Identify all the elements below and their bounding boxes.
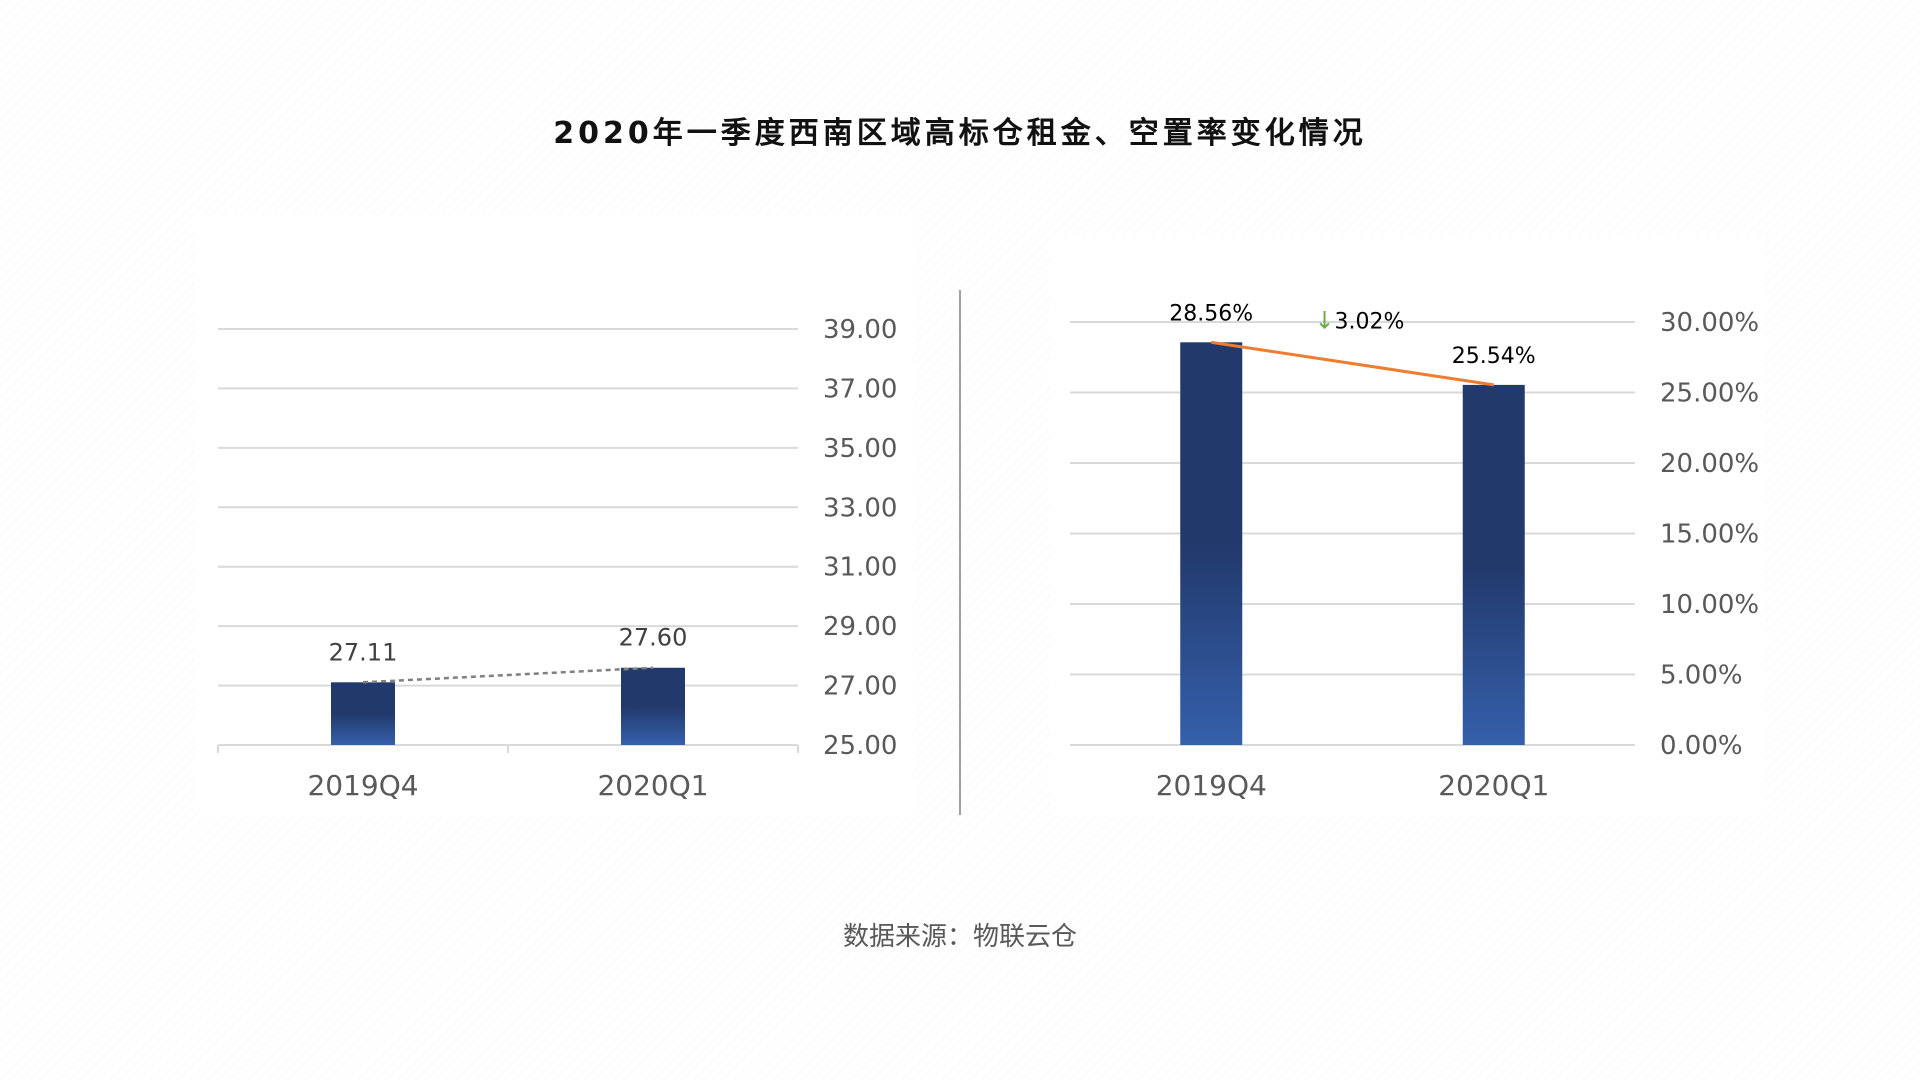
x-category-label: 2019Q4 [307, 769, 418, 802]
data-label: 28.56% [1169, 301, 1253, 326]
x-category-label: 2019Q4 [1156, 769, 1267, 802]
chart-title: 2020年一季度西南区域高标仓租金、空置率变化情况 [553, 116, 1367, 151]
y-tick-label: 30.00% [1660, 308, 1759, 338]
y-tick-label: 5.00% [1660, 661, 1743, 691]
bar-2020Q1 [1462, 384, 1525, 745]
y-tick-label: 39.00 [823, 315, 897, 345]
y-tick-label: 25.00 [823, 731, 897, 761]
y-tick-label: 31.00 [823, 553, 897, 583]
x-category-label: 2020Q1 [1438, 769, 1549, 802]
rent-chart: 25.00 27.00 29.00 31.00 33.00 35.00 37.00 39.00… [217, 315, 897, 802]
y-tick-label: 27.00 [823, 672, 897, 702]
change-label: 3.02% [1335, 309, 1405, 334]
y-tick-label: 20.00% [1660, 449, 1759, 479]
rent-chart-background [195, 215, 915, 815]
data-label: 27.60 [619, 624, 688, 652]
y-tick-label: 33.00 [823, 493, 897, 523]
trend-line [1211, 340, 1494, 387]
down-arrow-icon: ↓ [1315, 306, 1335, 334]
y-tick-label: 29.00 [823, 612, 897, 642]
bar-2019Q4 [331, 682, 395, 745]
y-tick-label: 25.00% [1660, 379, 1759, 409]
vacancy-chart-background [1050, 235, 1765, 815]
y-tick-label: 37.00 [823, 374, 897, 404]
data-source-note: 数据来源：物联云仓 [842, 922, 1077, 952]
data-label: 27.11 [329, 638, 398, 666]
x-category-label: 2020Q1 [597, 769, 708, 802]
y-tick-label: 15.00% [1660, 520, 1759, 550]
vacancy-rate-chart: 0.00% 5.00% 10.00% 15.00% 20.00% 25.00% 30.00%… [1070, 301, 1759, 802]
bar-2019Q4 [1180, 342, 1243, 745]
data-label: 25.54% [1452, 344, 1536, 369]
y-tick-label: 0.00% [1660, 731, 1743, 761]
y-tick-label: 10.00% [1660, 590, 1759, 620]
trend-line [362, 666, 654, 684]
y-tick-label: 35.00 [823, 434, 897, 464]
bar-2020Q1 [621, 667, 685, 745]
